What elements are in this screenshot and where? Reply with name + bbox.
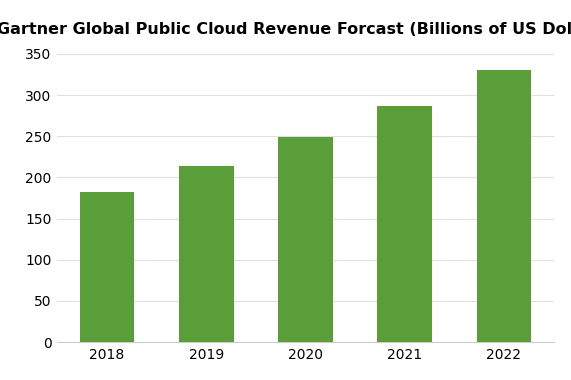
Bar [80,192,134,342]
Bar [179,166,234,342]
Title: Gartner Global Public Cloud Revenue Forcast (Billions of US Dollars): Gartner Global Public Cloud Revenue Forc… [0,22,571,38]
Bar [377,106,432,342]
Bar [477,70,531,342]
Bar [278,137,333,342]
